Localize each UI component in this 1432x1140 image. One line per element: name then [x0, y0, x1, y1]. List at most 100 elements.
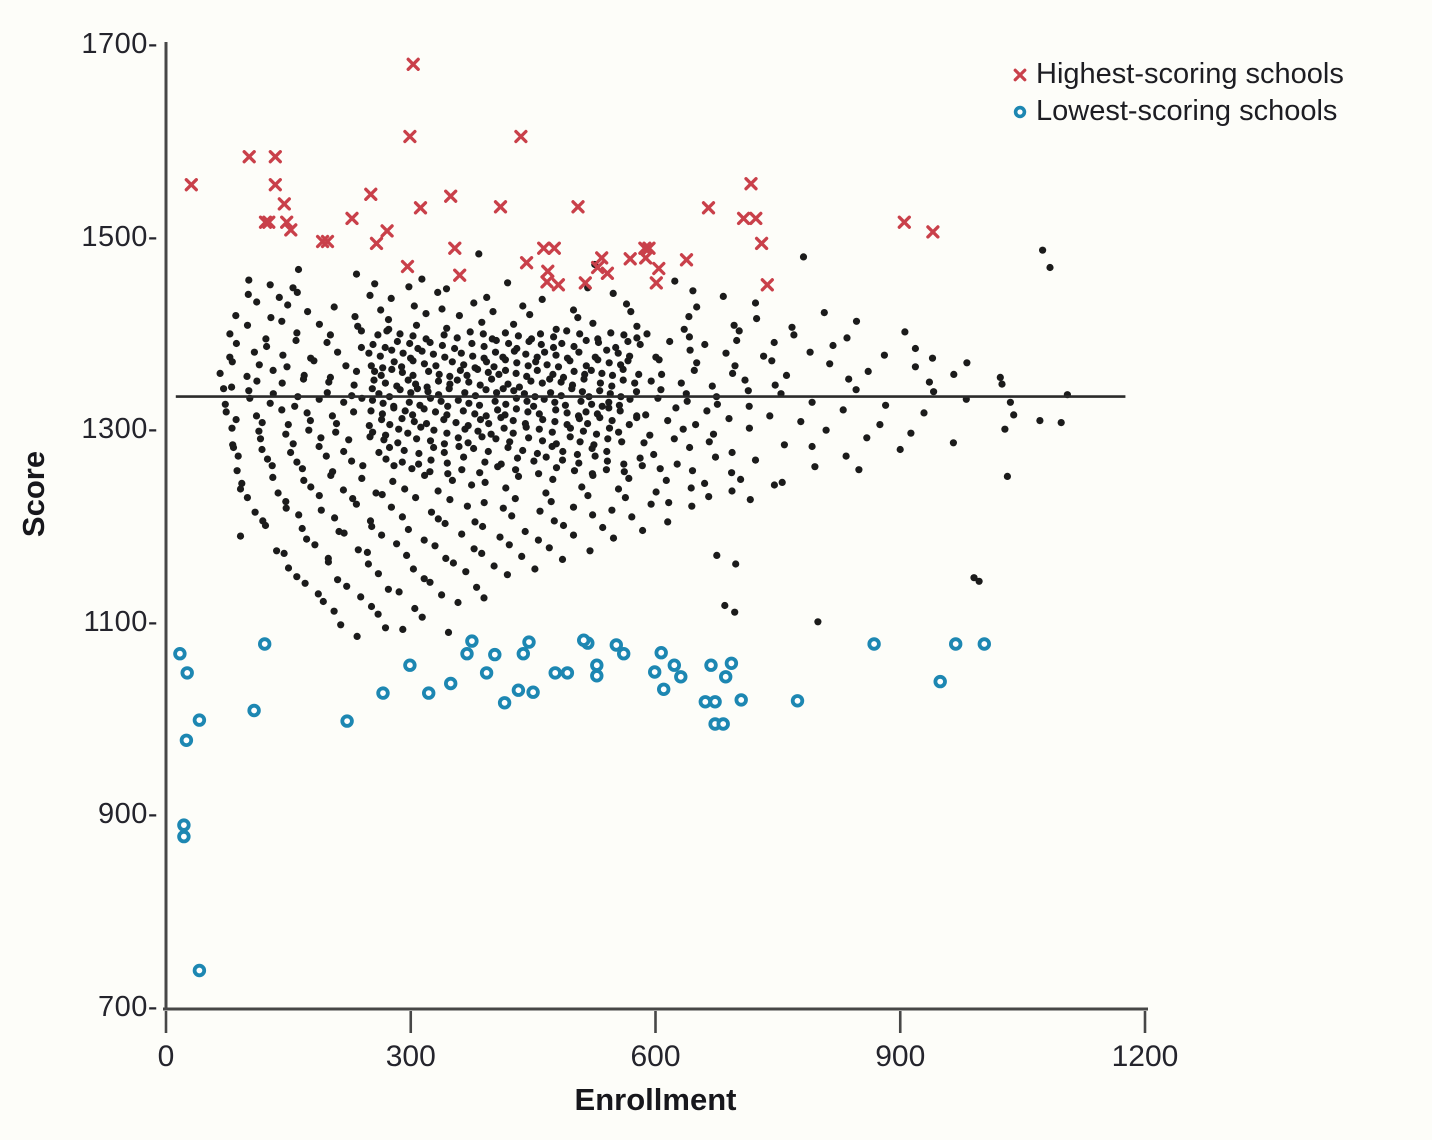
data-point-school — [349, 495, 357, 503]
data-point-school — [438, 341, 446, 350]
data-point-school — [343, 582, 351, 590]
data-point-lowest — [180, 666, 194, 680]
data-point-school — [536, 330, 545, 338]
data-point-school — [500, 424, 508, 432]
data-point-school — [1046, 263, 1054, 272]
data-point-school — [582, 362, 590, 370]
data-point-school — [366, 433, 374, 441]
legend: Highest-scoring schools Lowest-scoring s… — [1012, 58, 1344, 128]
data-point-school — [386, 421, 394, 429]
data-point-school — [315, 320, 323, 328]
data-point-school — [608, 382, 616, 390]
data-point-school — [340, 398, 348, 406]
data-point-school — [615, 428, 623, 436]
data-point-school — [456, 366, 464, 374]
data-point-school — [293, 329, 301, 337]
data-point-school — [729, 369, 737, 377]
data-point-school — [493, 389, 501, 397]
data-point-school — [393, 337, 401, 346]
data-point-highest — [590, 260, 605, 275]
data-point-school — [582, 408, 590, 416]
data-point-school — [685, 333, 694, 341]
data-point-school — [326, 331, 334, 339]
data-point-school — [263, 342, 271, 351]
data-point-school — [746, 496, 754, 504]
data-point-school — [418, 347, 426, 355]
data-point-highest — [413, 201, 428, 215]
data-point-school — [425, 367, 433, 375]
data-point-school — [327, 471, 335, 479]
data-point-school — [395, 588, 403, 596]
data-point-school — [387, 503, 395, 511]
data-point-school — [511, 495, 519, 503]
data-point-school — [482, 412, 490, 420]
data-point-school — [632, 388, 641, 396]
data-point-highest — [551, 278, 566, 292]
data-point-school — [269, 366, 277, 374]
data-point-school — [735, 327, 743, 335]
y-axis-label: Score — [16, 450, 51, 538]
y-tick-label: 700- — [97, 991, 158, 1024]
data-point-school — [570, 342, 578, 351]
data-point-school — [814, 618, 822, 626]
data-point-school — [331, 514, 339, 522]
data-point-school — [554, 363, 563, 371]
data-point-school — [381, 624, 390, 632]
data-point-school — [337, 621, 345, 629]
data-point-school — [315, 442, 323, 451]
data-point-highest — [897, 215, 911, 229]
data-point-school — [455, 312, 463, 320]
data-point-school — [579, 427, 588, 435]
data-point-school — [469, 352, 477, 360]
data-point-school — [598, 369, 606, 377]
data-point-lowest — [177, 829, 191, 844]
data-point-highest — [623, 252, 637, 266]
data-point-school — [635, 370, 643, 378]
data-point-school — [575, 348, 583, 356]
data-point-school — [550, 333, 558, 341]
data-point-school — [410, 302, 418, 310]
data-point-school — [501, 366, 510, 374]
data-point-school — [432, 362, 440, 370]
data-point-school — [295, 511, 303, 519]
data-point-school — [390, 358, 398, 366]
data-point-school — [596, 387, 604, 395]
data-point-school — [453, 376, 461, 384]
data-point-school — [427, 456, 435, 464]
data-point-school — [473, 583, 481, 591]
data-point-school — [662, 476, 670, 484]
data-point-school — [445, 385, 453, 393]
data-point-school — [731, 608, 739, 616]
data-point-school — [622, 300, 631, 308]
data-point-school — [489, 308, 497, 316]
data-point-school — [317, 434, 325, 442]
data-point-school — [369, 340, 377, 349]
data-point-school — [677, 379, 685, 387]
x-tick-label: 600 — [630, 1040, 681, 1073]
data-point-school — [398, 368, 406, 376]
data-point-school — [258, 419, 266, 427]
data-point-school — [497, 414, 505, 422]
data-point-lowest — [403, 658, 417, 672]
data-point-school — [852, 386, 860, 394]
data-point-highest — [242, 150, 256, 164]
data-point-highest — [537, 241, 551, 255]
data-point-school — [291, 402, 299, 410]
data-point-school — [703, 407, 711, 415]
data-point-school — [480, 594, 488, 602]
data-point-school — [236, 532, 245, 540]
data-point-school — [411, 604, 419, 613]
data-point-school — [547, 498, 555, 506]
data-point-school — [639, 526, 647, 535]
data-point-school — [253, 298, 261, 306]
data-point-school — [300, 476, 308, 484]
data-point-school — [426, 468, 434, 476]
data-point-school — [468, 339, 476, 348]
data-point-school — [255, 361, 263, 369]
data-point-school — [519, 302, 527, 310]
data-point-school — [399, 349, 407, 357]
data-point-school — [501, 329, 509, 337]
data-point-lowest — [516, 647, 531, 661]
data-point-school — [379, 399, 387, 407]
data-point-school — [378, 416, 386, 424]
